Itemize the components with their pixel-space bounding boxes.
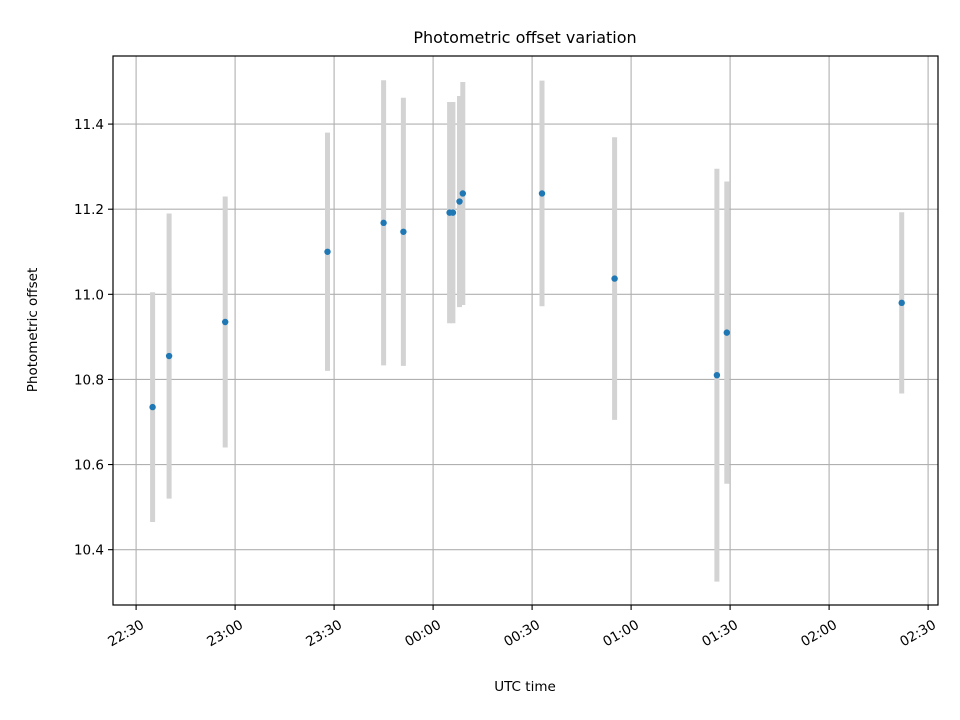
data-points — [149, 190, 905, 411]
data-point — [611, 275, 618, 282]
y-tick-label: 10.8 — [74, 372, 104, 388]
data-point — [723, 329, 730, 336]
y-tick-label: 10.6 — [74, 458, 104, 474]
grid — [113, 56, 938, 605]
data-point — [222, 318, 229, 326]
data-point — [449, 209, 457, 216]
plot-frame — [112, 55, 939, 606]
data-point — [380, 219, 387, 227]
y-axis-label: Photometric offset — [25, 268, 41, 392]
y-tick-label: 11.4 — [74, 117, 104, 133]
data-point — [324, 248, 331, 255]
chart-title: Photometric offset variation — [413, 28, 636, 47]
x-axis-label: UTC time — [494, 679, 556, 695]
data-point — [149, 403, 156, 411]
data-point — [456, 198, 463, 205]
data-point — [459, 190, 466, 197]
y-tick-label: 11.2 — [74, 202, 104, 218]
y-axis: 10.4 10.6 10.8 11.0 11.2 11.4 — [74, 117, 113, 559]
data-point — [713, 371, 721, 379]
data-point — [165, 352, 173, 360]
y-tick-label: 10.4 — [74, 543, 104, 559]
data-point — [400, 228, 407, 235]
data-point — [538, 190, 546, 197]
y-tick-label: 11.0 — [74, 287, 104, 303]
data-point — [898, 299, 905, 307]
